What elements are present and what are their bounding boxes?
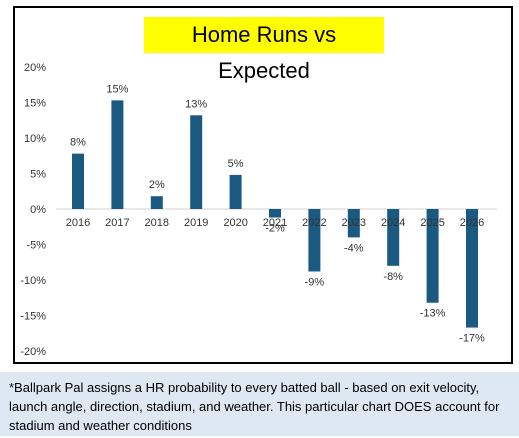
data-label: 5% xyxy=(228,158,244,170)
bar xyxy=(229,174,242,209)
chart-title: Home Runs vs Expected xyxy=(144,17,384,83)
y-tick-label: 0% xyxy=(30,204,46,216)
data-label: -9% xyxy=(305,276,325,288)
data-label: -2% xyxy=(265,223,285,235)
bar-chart: 20% 15% 10% 5% 0% -5% -10% -15% -20% 2016 8% 2017 15… xyxy=(20,62,497,358)
x-tick-label: 2019 xyxy=(184,217,208,229)
y-tick-label: -5% xyxy=(26,240,46,252)
data-label: 8% xyxy=(70,137,86,149)
y-tick-label: -15% xyxy=(20,311,46,323)
y-tick-label: 10% xyxy=(24,133,46,145)
x-tick-label: 2026 xyxy=(460,217,484,229)
data-label: 15% xyxy=(106,83,128,95)
data-label: -8% xyxy=(383,271,403,283)
data-label: 2% xyxy=(149,179,165,191)
bar xyxy=(269,209,281,218)
x-tick-label: 2018 xyxy=(145,217,169,229)
x-tick-label: 2023 xyxy=(342,217,366,229)
bar xyxy=(72,153,84,209)
bar xyxy=(466,209,478,328)
data-label: -13% xyxy=(420,308,446,320)
x-tick-label: 2022 xyxy=(302,217,326,229)
footnote: *Ballpark Pal assigns a HR probability t… xyxy=(0,372,519,436)
y-tick-label: 5% xyxy=(30,169,46,181)
chart-frame xyxy=(13,6,513,364)
bar xyxy=(347,209,360,238)
bar xyxy=(426,209,439,303)
bar xyxy=(190,115,203,209)
x-tick-label: 2017 xyxy=(105,217,129,229)
x-tick-label: 2025 xyxy=(420,217,444,229)
y-tick-label: -20% xyxy=(20,346,46,358)
x-tick-label: 2020 xyxy=(223,217,247,229)
y-tick-label: -10% xyxy=(20,275,46,287)
bar xyxy=(150,196,163,209)
bar xyxy=(308,209,321,272)
y-tick-label: 15% xyxy=(24,98,46,110)
data-label: -17% xyxy=(459,333,485,345)
bar xyxy=(111,100,124,209)
data-label: -4% xyxy=(344,242,364,254)
x-tick-label: 2016 xyxy=(66,217,90,229)
y-tick-label: 20% xyxy=(24,62,46,74)
bar xyxy=(387,209,400,266)
data-label: 13% xyxy=(185,98,207,110)
x-tick-label: 2021 xyxy=(263,217,287,229)
x-tick-label: 2024 xyxy=(381,217,405,229)
